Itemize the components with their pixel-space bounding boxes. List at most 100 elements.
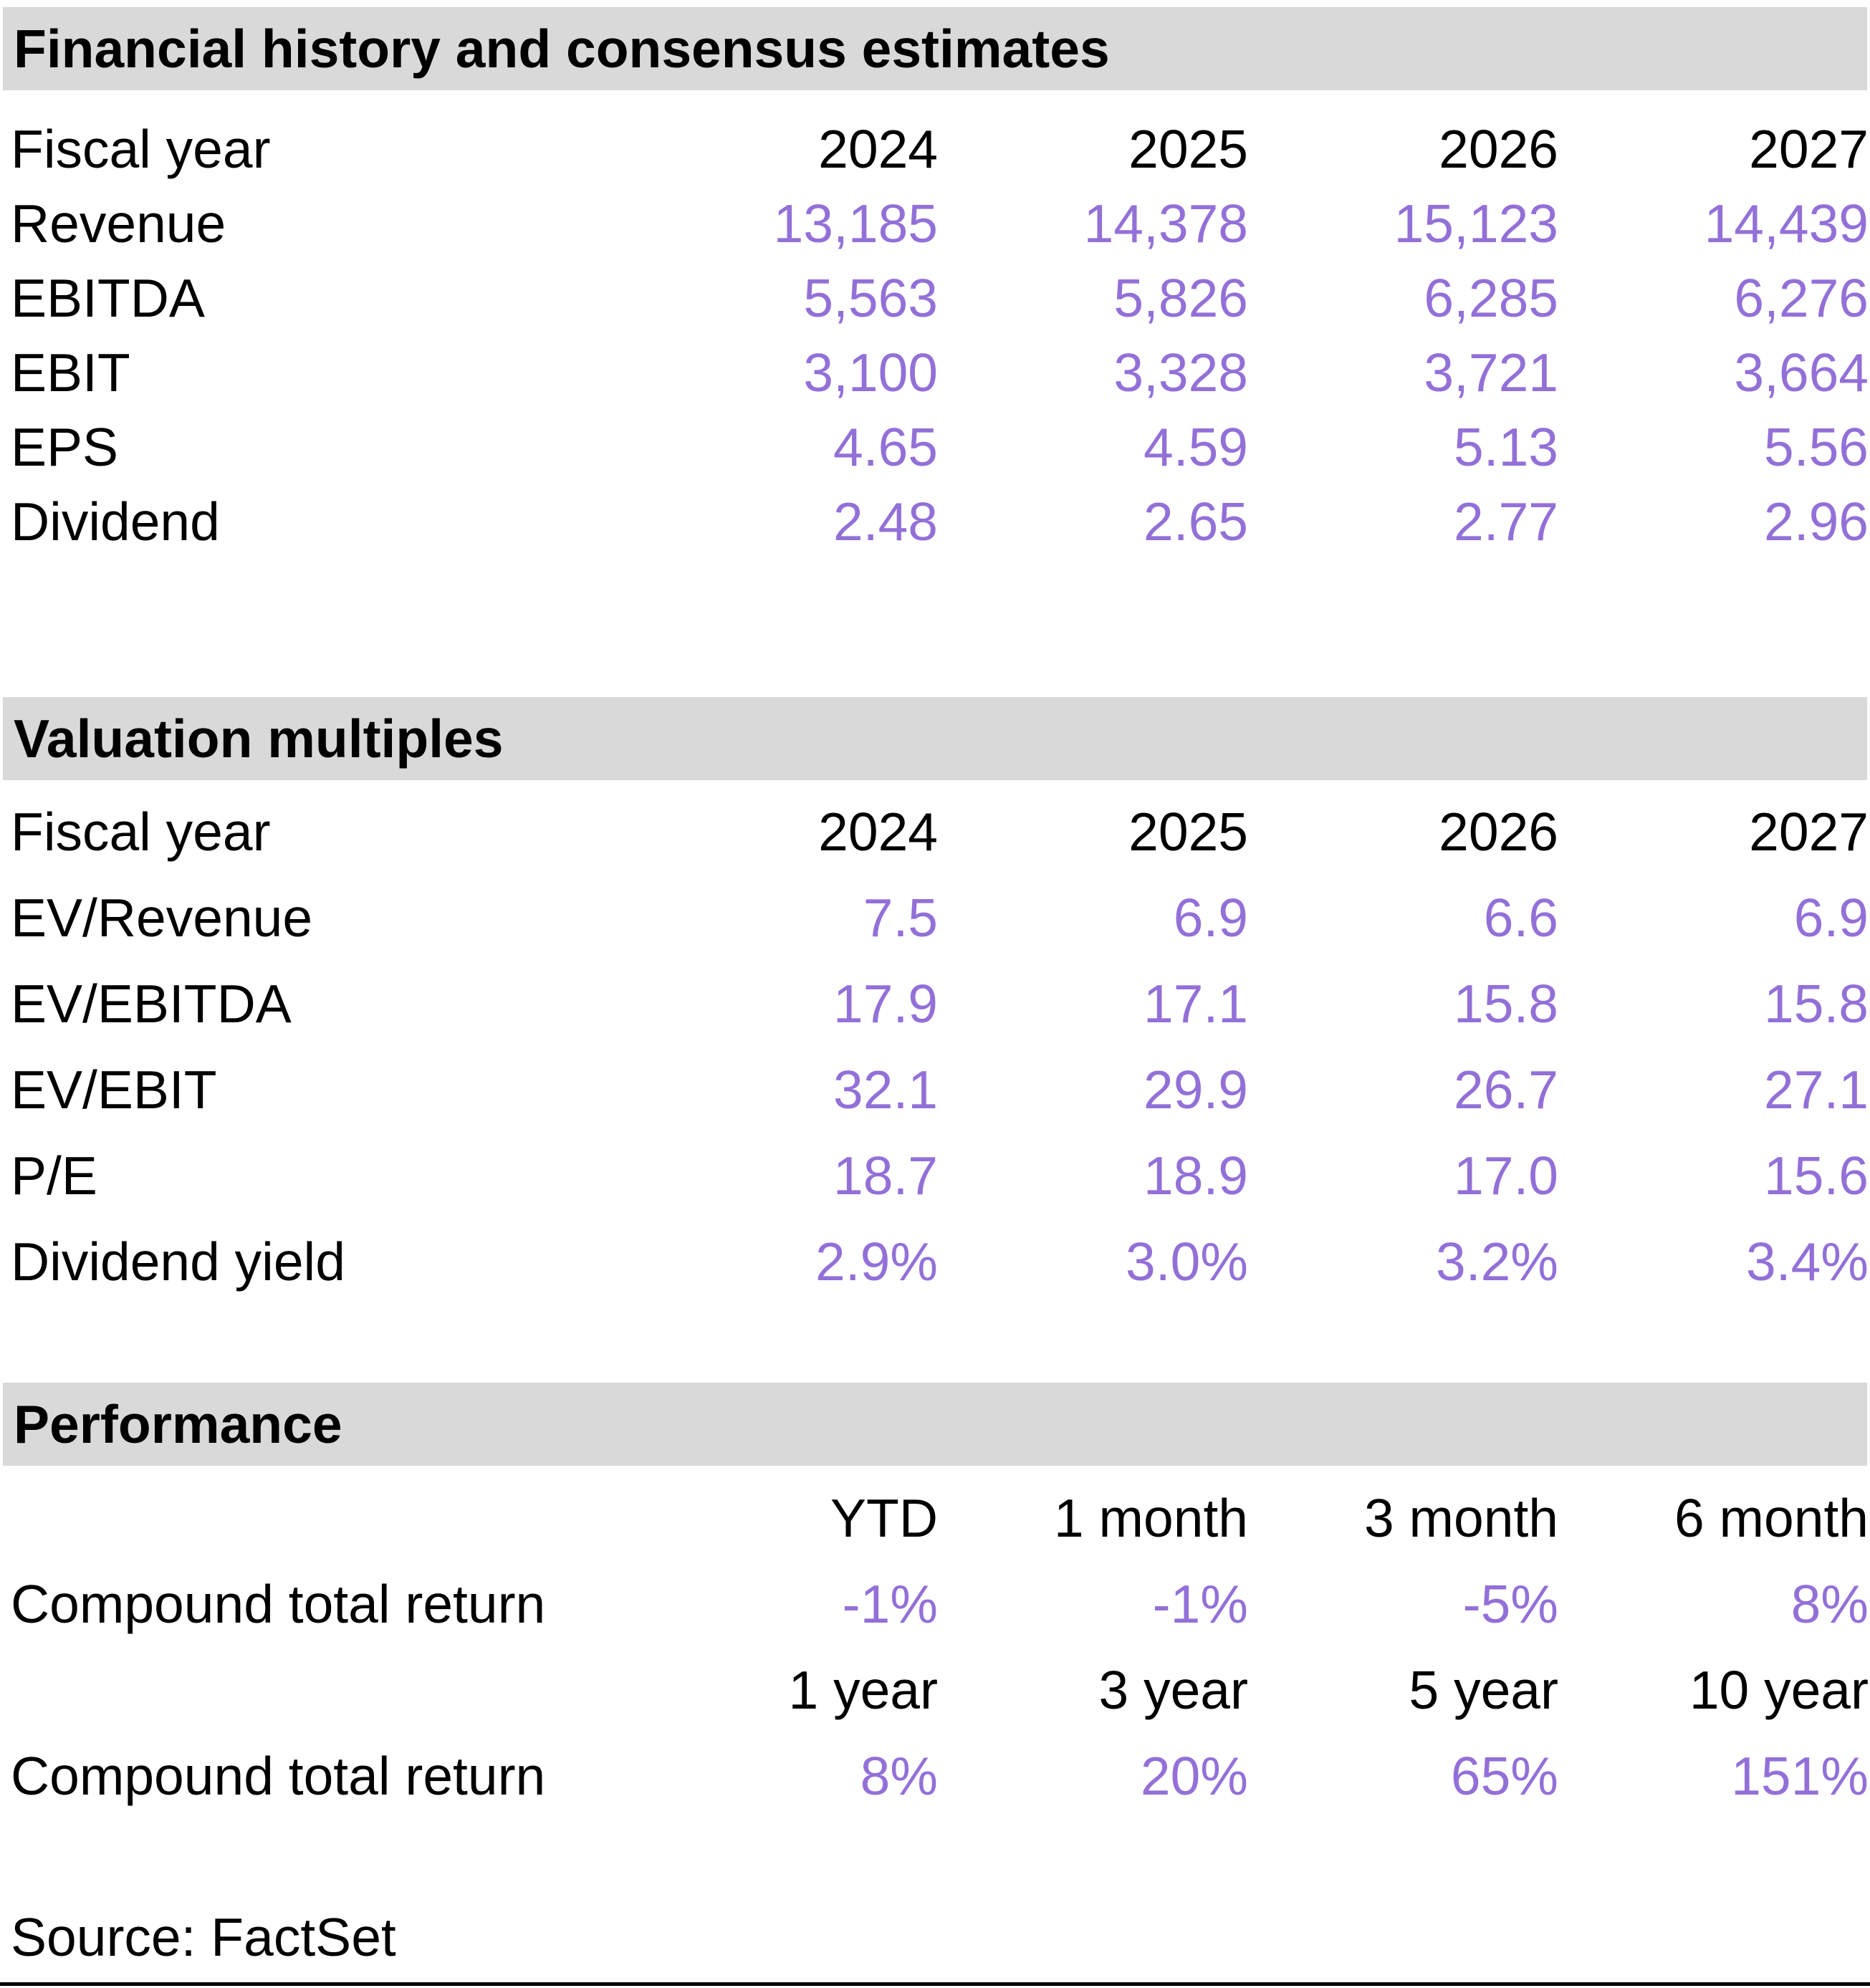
table-row-dividend: Dividend 2.48 2.65 2.77 2.96 [0,495,1870,570]
value-cell: 8% [860,1746,938,1806]
row-label-dividend: Dividend [11,491,220,552]
period-header-cell: 1 month [1054,1488,1248,1548]
row-label-empty [0,1492,628,1578]
value-cell: 3,100 [803,342,938,403]
period-header-cell: YTD [830,1488,938,1548]
year-header-cell: 2024 [818,119,938,179]
row-label-ebit: EBIT [11,342,130,403]
value-cell: 14,378 [1083,193,1248,254]
period-header-cell: 1 year [788,1660,938,1720]
value-cell: 6.9 [1793,888,1869,948]
year-header-cell: 2025 [1128,802,1248,862]
period-header-row: YTD 1 month 3 month 6 month [0,1492,1870,1578]
year-header-cell: 2025 [1128,119,1248,179]
row-label-pe: P/E [11,1146,97,1206]
row-label-eps: EPS [11,417,119,477]
period-header-row: 1 year 3 year 5 year 10 year [0,1663,1870,1749]
value-cell: 8% [1790,1574,1869,1634]
value-cell: 32.1 [833,1060,938,1120]
value-cell: 15.8 [1764,974,1869,1034]
section-header-valuation-multiples: Valuation multiples [3,697,1867,780]
value-cell: 5.56 [1764,417,1869,477]
table-row-ev-ebit: EV/EBIT 32.1 29.9 26.7 27.1 [0,1063,1870,1149]
row-label-ev-ebitda: EV/EBITDA [11,974,292,1034]
value-cell: -5% [1462,1574,1558,1634]
section-title-performance: Performance [14,1393,342,1454]
value-cell: 2.9% [815,1231,938,1292]
row-label-compound-total-return: Compound total return [11,1746,546,1806]
value-cell: -1% [842,1574,938,1634]
value-cell: 17.0 [1454,1146,1558,1206]
row-label-revenue: Revenue [11,193,226,254]
value-cell: 18.9 [1143,1146,1248,1206]
period-header-cell: 10 year [1689,1660,1869,1720]
table-row-eps: EPS 4.65 4.59 5.13 5.56 [0,421,1870,495]
value-cell: 6.6 [1483,888,1558,948]
value-cell: 6,285 [1424,268,1558,328]
section-header-financial-history: Financial history and consensus estimate… [3,7,1867,90]
value-cell: 5.13 [1454,417,1558,477]
value-cell: 18.7 [833,1146,938,1206]
period-header-cell: 3 month [1364,1488,1558,1548]
value-cell: 20% [1140,1746,1248,1806]
value-cell: 27.1 [1764,1060,1869,1120]
row-label-compound-total-return: Compound total return [11,1574,546,1634]
value-cell: 14,439 [1704,193,1869,254]
fiscal-year-header-row: Fiscal year 2024 2025 2026 2027 [0,123,1870,197]
year-header-cell: 2026 [1439,119,1558,179]
bottom-rule [0,1982,1870,1986]
year-header-cell: 2026 [1439,802,1558,862]
value-cell: 17.1 [1143,974,1248,1034]
value-cell: 2.48 [833,491,938,552]
value-cell: 5,563 [803,268,938,328]
value-cell: 17.9 [833,974,938,1034]
year-header-cell: 2024 [818,802,938,862]
value-cell: 2.65 [1143,491,1248,552]
value-cell: 26.7 [1454,1060,1558,1120]
table-row-ebit: EBIT 3,100 3,328 3,721 3,664 [0,346,1870,421]
value-cell: 6,276 [1734,268,1869,328]
value-cell: 4.59 [1143,417,1248,477]
value-cell: 13,185 [773,193,938,254]
row-label-dividend-yield: Dividend yield [11,1231,345,1292]
row-label-fiscal-year: Fiscal year [11,119,271,179]
row-label-ev-revenue: EV/Revenue [11,888,313,948]
value-cell: 15.8 [1454,974,1558,1034]
value-cell: 29.9 [1143,1060,1248,1120]
table-row-ebitda: EBITDA 5,563 5,826 6,285 6,276 [0,272,1870,346]
value-cell: 15,123 [1394,193,1558,254]
value-cell: 2.77 [1454,491,1558,552]
value-cell: 3,721 [1424,342,1558,403]
period-header-cell: 3 year [1098,1660,1248,1720]
table-row-revenue: Revenue 13,185 14,378 15,123 14,439 [0,197,1870,272]
value-cell: 7.5 [863,888,938,948]
value-cell: 4.65 [833,417,938,477]
value-cell: 15.6 [1764,1146,1869,1206]
row-label-empty [0,1663,628,1749]
period-header-cell: 6 month [1674,1488,1869,1548]
value-cell: 65% [1450,1746,1558,1806]
value-cell: 3.4% [1746,1231,1869,1292]
value-cell: -1% [1152,1574,1248,1634]
table-row-ev-ebitda: EV/EBITDA 17.9 17.1 15.8 15.8 [0,977,1870,1063]
value-cell: 2.96 [1764,491,1869,552]
table-row-pe: P/E 18.7 18.9 17.0 15.6 [0,1149,1870,1235]
table-row-compound-total-return-short: Compound total return -1% -1% -5% 8% [0,1578,1870,1663]
period-header-cell: 5 year [1409,1660,1558,1720]
row-label-ebitda: EBITDA [11,268,205,328]
table-row-dividend-yield: Dividend yield 2.9% 3.0% 3.2% 3.4% [0,1235,1870,1321]
value-cell: 3.0% [1126,1231,1248,1292]
year-header-cell: 2027 [1749,119,1869,179]
value-cell: 3.2% [1436,1231,1558,1292]
table-row-ev-revenue: EV/Revenue 7.5 6.9 6.6 6.9 [0,891,1870,977]
value-cell: 151% [1731,1746,1869,1806]
table-row-compound-total-return-long: Compound total return 8% 20% 65% 151% [0,1749,1870,1835]
row-label-fiscal-year: Fiscal year [11,802,271,862]
section-title-financial-history: Financial history and consensus estimate… [14,18,1110,79]
value-cell: 5,826 [1113,268,1248,328]
value-cell: 3,328 [1113,342,1248,403]
value-cell: 3,664 [1734,342,1869,403]
section-title-valuation-multiples: Valuation multiples [14,708,504,769]
year-header-cell: 2027 [1749,802,1869,862]
